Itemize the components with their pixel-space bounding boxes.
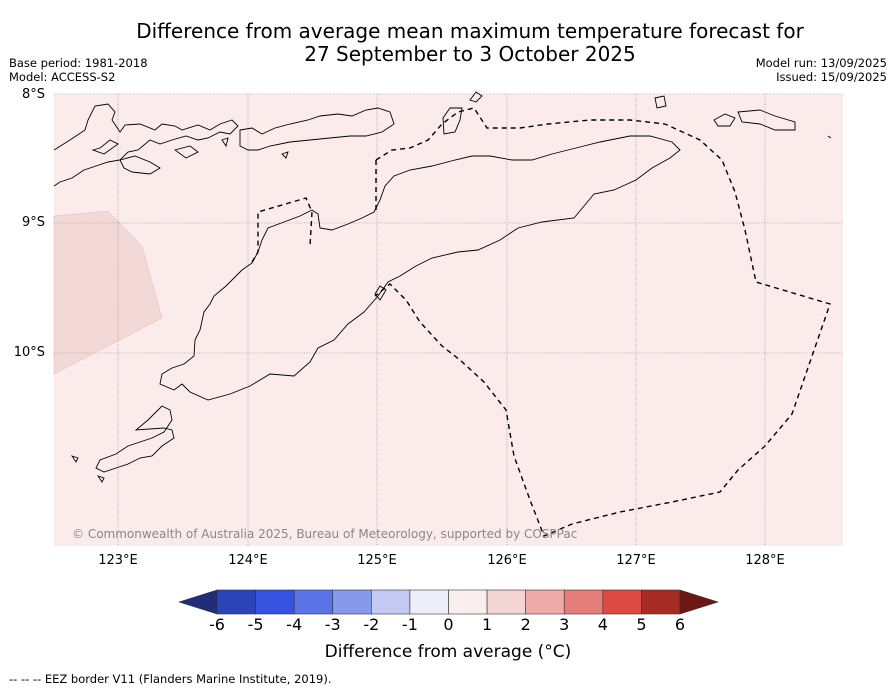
colorbar-tick-label: 5 [636, 615, 647, 634]
colorbar-tick-label: 3 [559, 615, 570, 634]
colorbar-swatch [525, 589, 565, 615]
lon-label-128: 128°E [745, 553, 785, 568]
model-run: Model run: 13/09/2025 [755, 56, 887, 70]
colorbar-tick-label: -2 [363, 615, 380, 634]
colorbar-tick-label: 2 [520, 615, 531, 634]
coastlines [53, 91, 832, 483]
colorbar-swatch [332, 589, 372, 615]
colorbar-swatch [255, 589, 295, 615]
colorbar-tick-label: 4 [597, 615, 608, 634]
colorbar-tick-label: 1 [481, 615, 493, 634]
gridlines [54, 93, 843, 546]
colorbar-swatch [371, 589, 411, 615]
issued-date: Issued: 15/09/2025 [776, 70, 887, 84]
colorbar-tick-label: -4 [286, 615, 303, 634]
title-line-2: 27 September to 3 October 2025 [304, 42, 636, 66]
colorbar-swatch [486, 589, 526, 615]
colorbar-swatch [563, 589, 604, 615]
colorbar-swatch [409, 589, 449, 615]
lon-label-127: 127°E [616, 553, 656, 568]
anomaly-patch [53, 210, 163, 375]
colorbar-extend-high [679, 589, 719, 615]
lat-label-8: 8°S [21, 87, 45, 102]
lon-label-125: 125°E [357, 553, 397, 568]
lon-label-126: 126°E [487, 553, 527, 568]
colorbar-tick-label: -6 [209, 615, 225, 634]
colorbar [178, 589, 719, 615]
colorbar-tick-label: -3 [324, 615, 341, 634]
lon-label-123: 123°E [98, 553, 138, 568]
title-line-1: Difference from average mean maximum tem… [136, 19, 804, 43]
colorbar-label: Difference from average (°C) [324, 642, 572, 662]
colorbar-extend-low [178, 589, 218, 615]
colorbar-tick-label: 6 [674, 615, 686, 634]
copyright-text: © Commonwealth of Australia 2025, Bureau… [72, 527, 578, 541]
meta-left: Base period: 1981-2018 Model: ACCESS-S2 [9, 56, 148, 84]
lon-label-124: 124°E [228, 553, 268, 568]
map-background [54, 94, 843, 546]
colorbar-swatch [641, 589, 681, 615]
colorbar-swatch [293, 589, 334, 615]
lat-label-9: 9°S [21, 215, 45, 230]
base-period: Base period: 1981-2018 [9, 56, 148, 70]
colorbar-tick-label: -5 [247, 615, 264, 634]
model-name: Model: ACCESS-S2 [9, 70, 116, 84]
colorbar-swatch [602, 589, 642, 615]
eez-footnote: -- -- -- EEZ border V11 (Flanders Marine… [9, 672, 332, 686]
colorbar-tick-label: 0 [443, 615, 454, 634]
colorbar-swatch [448, 589, 488, 615]
meta-right: Model run: 13/09/2025 Issued: 15/09/2025 [756, 56, 887, 84]
lat-label-10: 10°S [13, 345, 45, 360]
eez-borders [251, 107, 831, 537]
colorbar-tick-label: -1 [401, 615, 418, 634]
chart-title: Difference from average mean maximum tem… [110, 20, 830, 66]
colorbar-swatch [216, 589, 256, 615]
